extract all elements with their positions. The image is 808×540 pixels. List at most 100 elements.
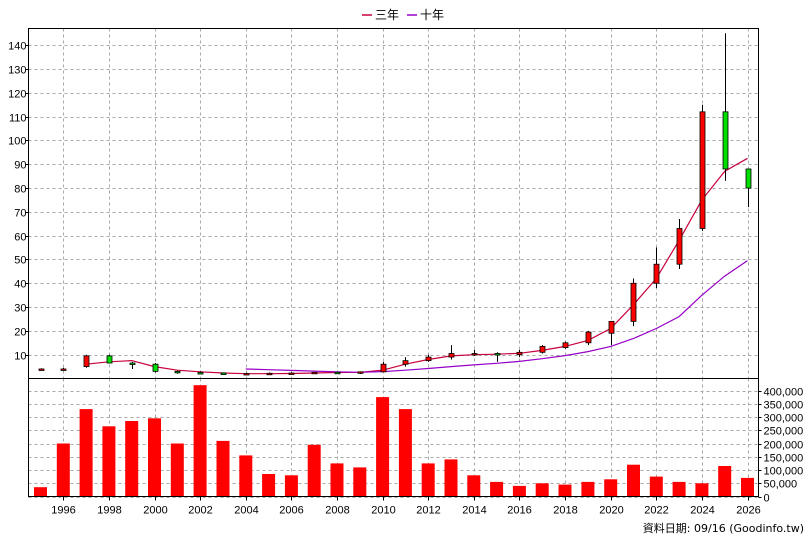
- volume-bar: [672, 481, 686, 497]
- candle: [494, 352, 501, 362]
- volume-bar: [148, 418, 161, 497]
- volume-bar: [627, 464, 640, 497]
- price-grid: [28, 28, 759, 379]
- candle-body: [106, 355, 113, 364]
- volume-y-tick-label: 350,000: [764, 400, 804, 412]
- volume-bar: [102, 426, 116, 497]
- volume-y-tick-label: 50,000: [764, 479, 798, 491]
- price-y-tick-label: 90: [14, 160, 26, 172]
- candle-body: [471, 353, 478, 356]
- source-date-label: 資料日期: 09/16 (Goodinfo.tw): [643, 521, 804, 535]
- candle: [106, 354, 113, 364]
- volume-bar: [581, 481, 595, 497]
- candle-body: [699, 111, 706, 229]
- candle-body: [380, 363, 387, 373]
- volume-bar: [170, 443, 184, 497]
- price-y-tick-label: 40: [14, 279, 26, 291]
- moving-average-lines: [86, 157, 748, 375]
- candle: [152, 363, 159, 373]
- price-y-tick-label: 20: [14, 327, 26, 339]
- price-y-tick-label: 100: [8, 136, 26, 148]
- volume-bar: [193, 385, 207, 497]
- candle: [38, 368, 45, 371]
- candle: [129, 361, 136, 369]
- legend: 三年 十年: [362, 8, 444, 22]
- candle: [562, 341, 569, 349]
- price-y-tick-label: 140: [8, 41, 26, 53]
- candle: [448, 345, 455, 360]
- candle-body: [83, 355, 90, 367]
- candle: [745, 168, 752, 208]
- candle: [516, 349, 523, 358]
- volume-y-tick-label: 150,000: [764, 453, 804, 465]
- volume-bar: [262, 474, 276, 497]
- candle: [243, 372, 250, 376]
- volume-bar: [558, 484, 572, 497]
- ten-year-average-line: [245, 260, 748, 373]
- x-tick-label: 2014: [462, 505, 486, 517]
- x-tick-label: 2008: [325, 505, 349, 517]
- candle-body: [38, 368, 45, 371]
- price-panel: 10 20 30 40 50 60 70 80 90 100 110 120 130 140: [8, 28, 759, 379]
- price-y-tick-label: 10: [14, 351, 26, 363]
- candle: [402, 357, 409, 367]
- volume-bar: [421, 463, 435, 497]
- volume-bar: [125, 421, 139, 497]
- volume-bar: [330, 463, 344, 497]
- candle-body: [448, 353, 455, 358]
- candle-body: [152, 363, 159, 372]
- candle: [83, 354, 90, 368]
- volume-bar: [718, 466, 732, 497]
- volume-bar: [741, 477, 754, 497]
- candle-body: [220, 372, 227, 375]
- candle-body: [745, 168, 752, 189]
- candle: [585, 330, 592, 346]
- candle-body: [311, 371, 318, 375]
- volume-panel-frame: [28, 378, 759, 497]
- x-tick-label: 2004: [234, 505, 258, 517]
- x-tick-label: 2026: [736, 505, 760, 517]
- candle: [608, 320, 615, 346]
- candle-body: [60, 368, 67, 371]
- candle: [425, 354, 432, 362]
- x-tick-label: 2022: [644, 505, 668, 517]
- price-y-tick-label: 70: [14, 208, 26, 220]
- candle-body: [334, 371, 341, 375]
- volume-bar: [467, 475, 481, 497]
- price-y-tick-label: 80: [14, 184, 26, 196]
- x-tick-label: 2000: [143, 505, 167, 517]
- candle-body: [288, 372, 295, 375]
- candle: [357, 371, 364, 374]
- price-y-tick-label: 130: [8, 65, 26, 77]
- candle-body: [174, 370, 181, 374]
- candle-body: [425, 356, 432, 362]
- candle: [539, 345, 546, 354]
- x-tick-label: 2010: [371, 505, 395, 517]
- candle-body: [516, 351, 523, 356]
- price-y-tick-label: 60: [14, 232, 26, 244]
- candle: [722, 33, 729, 181]
- candle: [174, 370, 181, 374]
- candle-body: [129, 362, 136, 365]
- x-tick-label: 2012: [416, 505, 440, 517]
- x-tick-label: 2020: [599, 505, 623, 517]
- volume-y-tick-label: 400,000: [764, 387, 804, 399]
- candle: [288, 372, 295, 375]
- candle-body: [266, 372, 273, 376]
- candle: [60, 367, 67, 371]
- x-tick-label: 2016: [507, 505, 531, 517]
- candle-body: [243, 373, 250, 376]
- volume-bar: [56, 443, 70, 497]
- candle-body: [562, 342, 569, 348]
- volume-bar: [239, 455, 253, 497]
- x-tick-label: 1998: [97, 505, 121, 517]
- volume-bar: [490, 481, 504, 497]
- volume-bar: [284, 475, 298, 497]
- candle-body: [630, 282, 637, 322]
- price-y-tick-label: 110: [9, 113, 27, 125]
- candle: [220, 372, 227, 375]
- candle: [380, 361, 387, 373]
- x-tick-label: 2024: [690, 505, 714, 517]
